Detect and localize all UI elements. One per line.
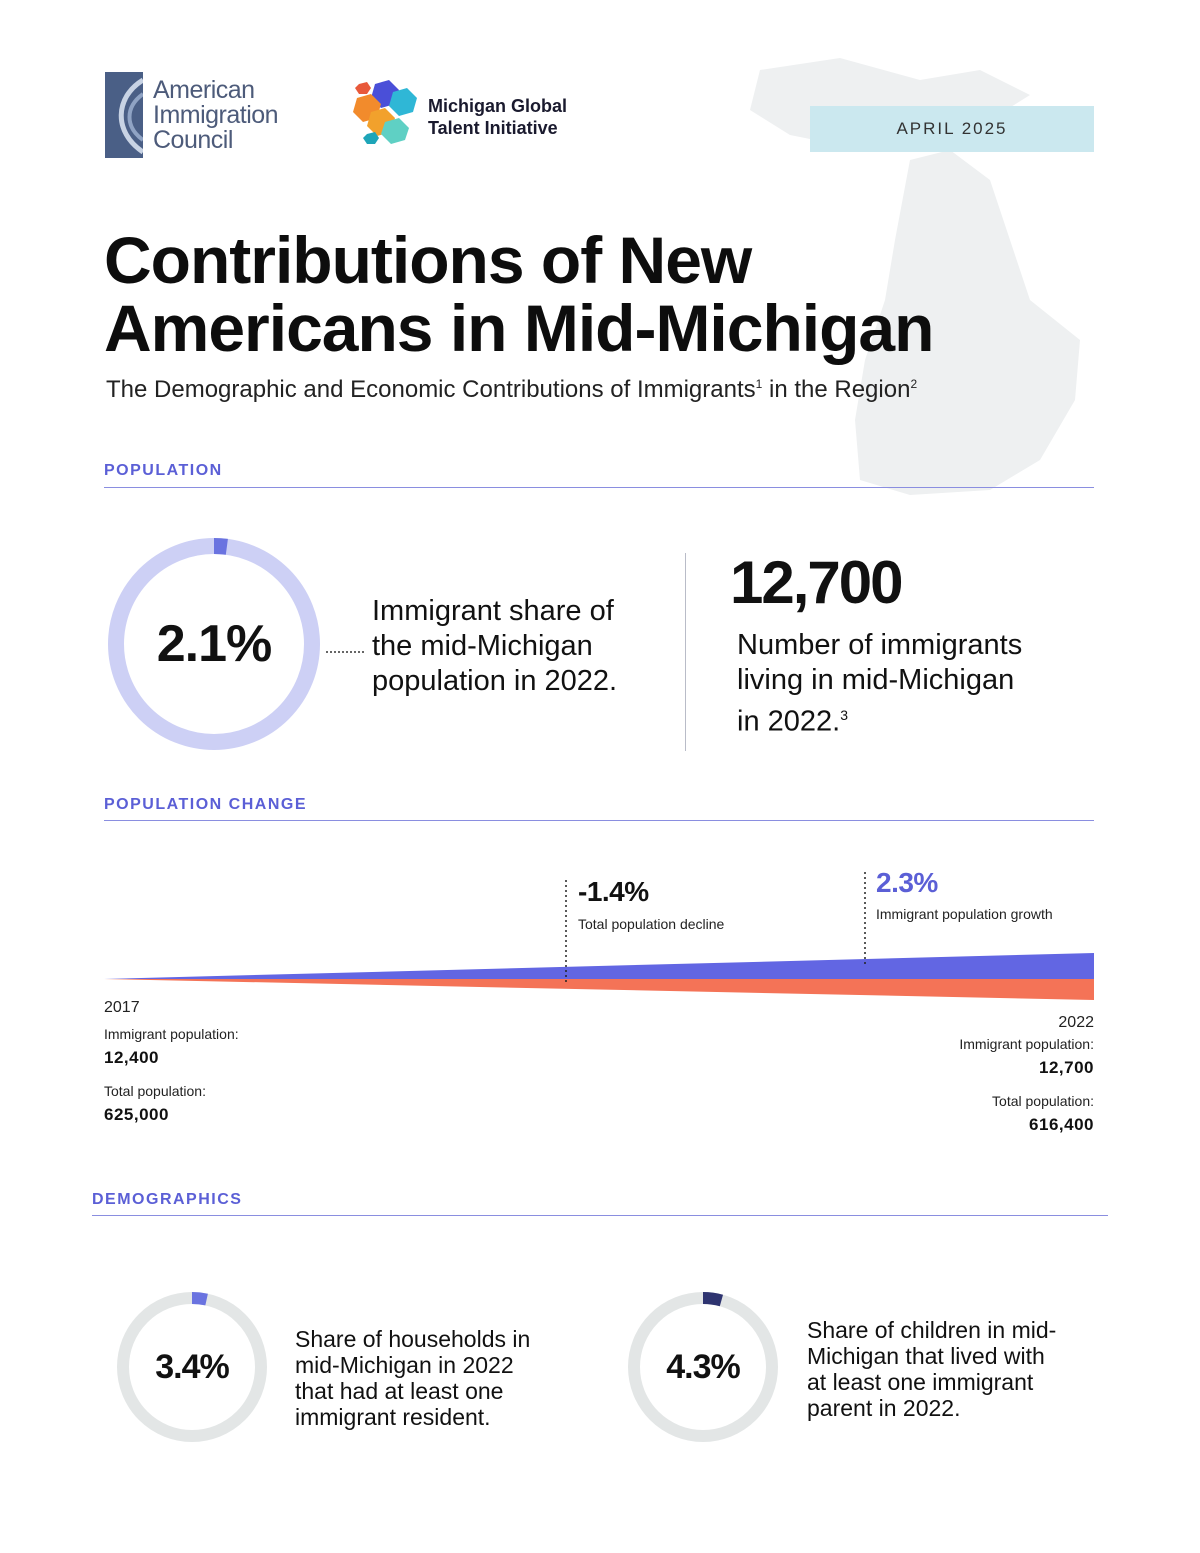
footnote-marker: 1 — [755, 377, 763, 391]
section-label-population: POPULATION — [104, 462, 223, 479]
page-subtitle: The Demographic and Economic Contributio… — [106, 376, 1106, 404]
donut-value: 4.3% — [666, 1347, 741, 1386]
michigan-global-talent-initiative-logo: Michigan Global Talent Initiative — [345, 78, 605, 158]
mgti-logo-line: Michigan Global — [428, 96, 568, 116]
description-line: at least one immigrant — [807, 1369, 1034, 1395]
section-divider — [104, 820, 1094, 821]
donut-ring — [628, 1292, 778, 1442]
donut-ring — [108, 538, 320, 750]
end-year: 2022 — [1058, 1014, 1094, 1031]
immigrant-count-description: Number of immigrants living in mid-Michi… — [737, 628, 1022, 740]
dotted-connector — [326, 651, 366, 653]
start-immigrant-label: Immigrant population: — [104, 1026, 239, 1042]
description-line: mid-Michigan in 2022 — [295, 1352, 514, 1378]
immigrant-growth-band — [104, 953, 1094, 979]
description-line: that had at least one — [295, 1378, 504, 1404]
immigrant-change-value: 2.3% — [876, 867, 938, 898]
description-line: Immigrant share of — [372, 595, 614, 627]
hexagon-cluster-icon — [353, 80, 417, 144]
subtitle-text: in the Region — [762, 376, 911, 403]
donut-value: 3.4% — [155, 1347, 230, 1386]
start-total-label: Total population: — [104, 1083, 206, 1099]
section-divider — [92, 1215, 1108, 1216]
aic-swoosh-icon — [105, 72, 143, 158]
start-year: 2017 — [104, 999, 140, 1016]
section-label-population-change: POPULATION CHANGE — [104, 796, 307, 813]
children-share-donut: 4.3% — [626, 1290, 780, 1444]
total-change-value: -1.4% — [578, 876, 649, 907]
aic-logo-line: Council — [153, 126, 233, 154]
mgti-logo-line: Talent Initiative — [428, 118, 558, 138]
immigrant-share-description: Immigrant share of the mid-Michigan popu… — [372, 594, 617, 699]
immigrant-count-value: 12,700 — [730, 549, 904, 616]
footnote-marker: 3 — [840, 707, 848, 723]
start-total-value: 625,000 — [104, 1105, 169, 1124]
description-line: Number of immigrants — [737, 629, 1023, 661]
description-line: Share of households in — [295, 1326, 531, 1352]
american-immigration-council-logo: American Immigration Council — [105, 72, 305, 162]
aic-logo-line: Immigration — [153, 101, 279, 129]
footnote-marker: 2 — [910, 377, 918, 391]
end-total-label: Total population: — [992, 1093, 1094, 1109]
total-decline-band — [104, 979, 1094, 1000]
page-title-line: Contributions of New — [104, 223, 752, 297]
total-change-label: Total population decline — [578, 916, 725, 932]
section-label-demographics: DEMOGRAPHICS — [92, 1191, 243, 1208]
description-text: in 2022. — [737, 705, 841, 738]
page-title-line: Americans in Mid-Michigan — [104, 291, 934, 365]
description-line: Michigan that lived with — [807, 1343, 1045, 1369]
description-line: population in 2022. — [372, 665, 618, 697]
subtitle-text: The Demographic and Economic Contributio… — [106, 376, 756, 403]
aic-logo-line: American — [153, 76, 255, 104]
publication-date-badge: APRIL 2025 — [810, 106, 1094, 152]
page-title: Contributions of New Americans in Mid-Mi… — [104, 226, 1104, 362]
description-line: living in mid-Michigan — [737, 664, 1015, 696]
children-description: Share of children in mid- Michigan that … — [807, 1317, 1056, 1421]
immigrant-change-label: Immigrant population growth — [876, 906, 1053, 922]
description-line: immigrant resident. — [295, 1404, 491, 1430]
donut-ring — [117, 1292, 267, 1442]
description-line: the mid-Michigan — [372, 630, 593, 662]
description-line: in 2022.3 — [737, 698, 1022, 740]
immigrant-share-donut: 2.1% — [106, 536, 322, 752]
description-line: Share of children in mid- — [807, 1317, 1057, 1343]
vertical-divider — [685, 553, 686, 751]
households-share-donut: 3.4% — [115, 1290, 269, 1444]
start-immigrant-value: 12,400 — [104, 1048, 159, 1067]
description-line: parent in 2022. — [807, 1395, 961, 1421]
end-immigrant-label: Immigrant population: — [959, 1036, 1094, 1052]
donut-value: 2.1% — [156, 615, 273, 673]
end-total-value: 616,400 — [1029, 1115, 1094, 1134]
households-description: Share of households in mid-Michigan in 2… — [295, 1326, 530, 1430]
section-divider — [104, 487, 1094, 488]
end-immigrant-value: 12,700 — [1039, 1058, 1094, 1077]
